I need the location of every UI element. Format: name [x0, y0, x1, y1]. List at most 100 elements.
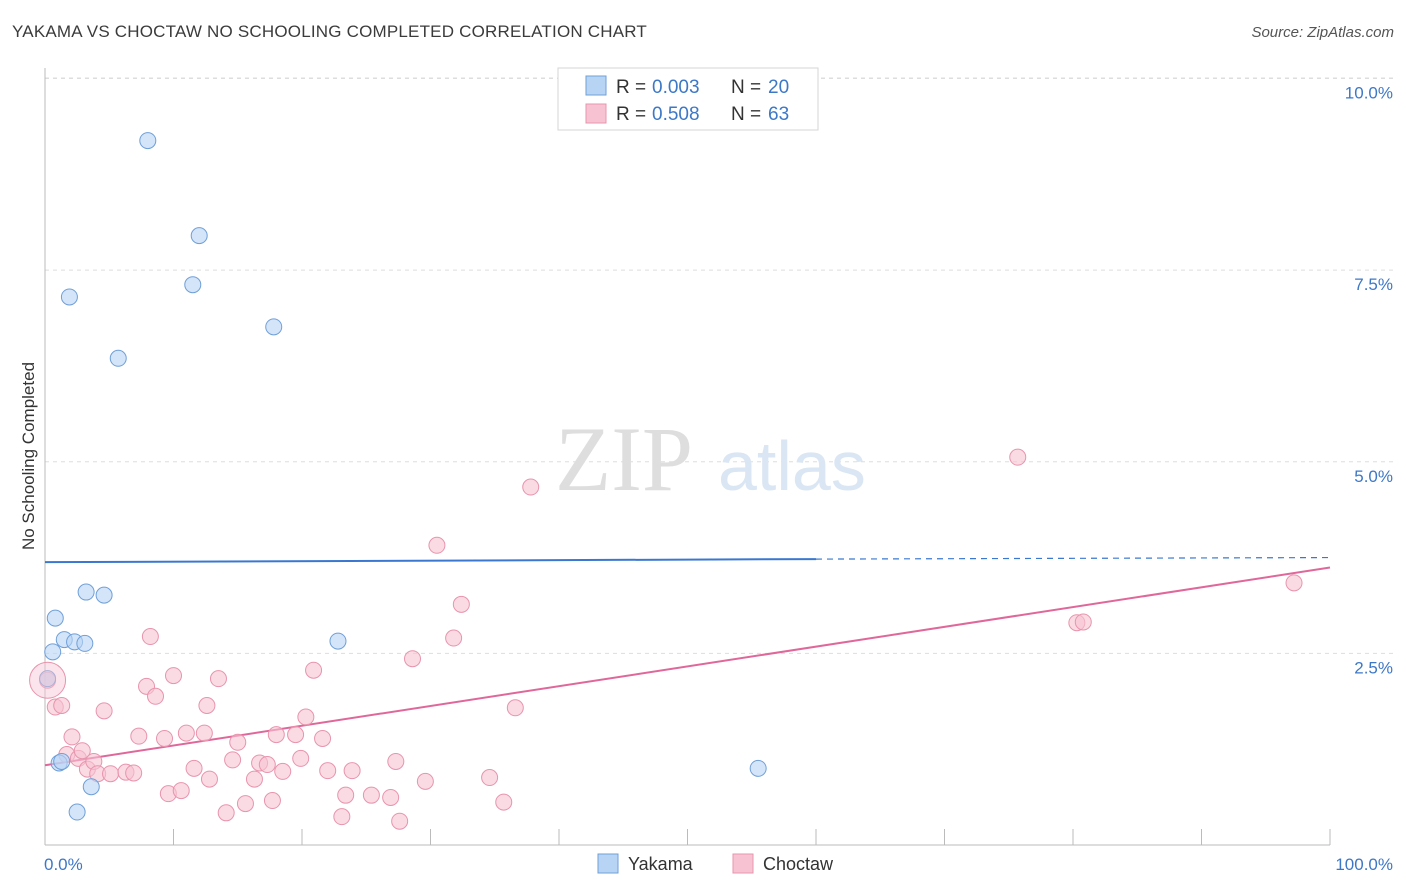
- point-choctaw: [305, 661, 323, 679]
- point-choctaw: [63, 728, 81, 746]
- y-tick-label-5-0: 5.0%: [1354, 467, 1393, 486]
- point-choctaw: [445, 629, 463, 647]
- legend-top-yakama-n-label: N =: [731, 77, 761, 98]
- point-choctaw: [522, 478, 540, 496]
- y-tick-label-7-5: 7.5%: [1354, 275, 1393, 294]
- point-choctaw: [217, 804, 235, 822]
- point-yakama: [95, 586, 113, 604]
- legend-bottom-choctaw-swatch: [732, 853, 754, 874]
- point-choctaw: [102, 765, 120, 783]
- point-choctaw: [245, 770, 263, 788]
- point-choctaw: [73, 742, 91, 760]
- point-choctaw: [452, 595, 470, 613]
- point-yakama: [39, 670, 57, 688]
- legend-top-yakama-swatch: [585, 75, 607, 96]
- legend-top-yakama-r-value: 0.003: [652, 77, 700, 98]
- point-yakama: [749, 759, 767, 777]
- legend-bottom: Yakama Choctaw: [597, 853, 834, 874]
- trend-line-yakama-extension: [815, 556, 1331, 560]
- point-choctaw: [343, 762, 361, 780]
- point-choctaw: [297, 708, 315, 726]
- point-choctaw: [287, 726, 305, 744]
- point-choctaw: [391, 812, 409, 830]
- point-yakama: [109, 349, 127, 367]
- point-choctaw: [236, 795, 254, 813]
- point-choctaw: [274, 762, 292, 780]
- watermark: ZIP atlas: [555, 408, 866, 510]
- point-choctaw: [387, 752, 405, 770]
- legend-top-yakama-n-value: 20: [768, 77, 789, 98]
- point-choctaw: [141, 628, 159, 646]
- point-choctaw: [200, 770, 218, 788]
- point-yakama: [265, 318, 283, 336]
- point-choctaw: [1009, 448, 1027, 466]
- watermark-zip: ZIP: [555, 408, 693, 510]
- chart-title: YAKAMA VS CHOCTAW NO SCHOOLING COMPLETED…: [12, 22, 648, 41]
- y-tick-label-2-5: 2.5%: [1354, 658, 1393, 677]
- legend-top-choctaw-swatch: [585, 103, 607, 124]
- trend-lines: [44, 556, 1331, 767]
- point-choctaw: [224, 751, 242, 769]
- point-choctaw: [195, 724, 213, 742]
- point-choctaw: [1074, 613, 1092, 631]
- point-choctaw: [416, 772, 434, 790]
- legend-top-choctaw-r-value: 0.508: [652, 104, 700, 125]
- point-choctaw: [495, 793, 513, 811]
- trend-line-yakama: [44, 558, 817, 564]
- point-yakama: [44, 643, 62, 661]
- point-choctaw: [229, 733, 247, 751]
- point-yakama: [82, 778, 100, 796]
- point-choctaw: [362, 786, 380, 804]
- point-choctaw: [506, 699, 524, 717]
- point-choctaw-large: [29, 661, 67, 699]
- point-choctaw: [177, 724, 195, 742]
- legend-bottom-yakama-swatch: [597, 853, 619, 874]
- legend-top-choctaw-r-label: R =: [616, 104, 646, 125]
- point-choctaw: [156, 729, 174, 747]
- watermark-atlas: atlas: [718, 427, 866, 505]
- point-choctaw: [209, 670, 227, 688]
- point-yakama: [139, 132, 157, 150]
- legend-top-yakama-r-label: R =: [616, 77, 646, 98]
- y-tick-label-10-0: 10.0%: [1345, 84, 1393, 103]
- point-choctaw: [404, 650, 422, 668]
- point-choctaw: [198, 696, 216, 714]
- point-choctaw: [382, 788, 400, 806]
- point-choctaw: [314, 729, 332, 747]
- point-choctaw: [53, 696, 71, 714]
- point-choctaw: [267, 726, 285, 744]
- legend-bottom-yakama-label: Yakama: [628, 854, 694, 874]
- legend-top: R = 0.003 N = 20 R = 0.508 N = 63: [557, 67, 819, 131]
- trend-line-choctaw: [44, 566, 1331, 767]
- legend-bottom-choctaw-label: Choctaw: [763, 854, 834, 874]
- point-choctaw: [165, 667, 182, 685]
- point-yakama: [329, 632, 347, 650]
- x-tick-label-min: 0.0%: [44, 855, 83, 874]
- point-yakama: [190, 227, 208, 245]
- axes: [44, 68, 1331, 846]
- point-yakama: [68, 803, 86, 821]
- point-choctaw: [428, 536, 446, 554]
- point-choctaw: [1285, 574, 1303, 592]
- point-choctaw: [337, 786, 355, 804]
- point-yakama: [184, 276, 202, 294]
- point-yakama: [76, 634, 94, 652]
- legend-top-choctaw-n-value: 63: [768, 104, 789, 125]
- point-yakama: [46, 609, 64, 627]
- point-choctaw: [125, 764, 143, 782]
- point-choctaw: [147, 687, 165, 705]
- point-choctaw: [263, 792, 281, 810]
- point-yakama: [77, 583, 95, 601]
- point-choctaw: [95, 702, 113, 720]
- point-choctaw: [292, 749, 310, 767]
- y-axis-label: No Schooling Completed: [19, 362, 38, 550]
- grid-lines: [45, 77, 1393, 654]
- point-yakama: [53, 752, 71, 770]
- point-choctaw: [172, 782, 190, 800]
- source-label: Source: ZipAtlas.com: [1251, 24, 1394, 41]
- point-choctaw: [258, 756, 276, 774]
- legend-top-choctaw-n-label: N =: [731, 104, 761, 125]
- data-points: [29, 132, 1303, 830]
- point-choctaw: [481, 769, 499, 787]
